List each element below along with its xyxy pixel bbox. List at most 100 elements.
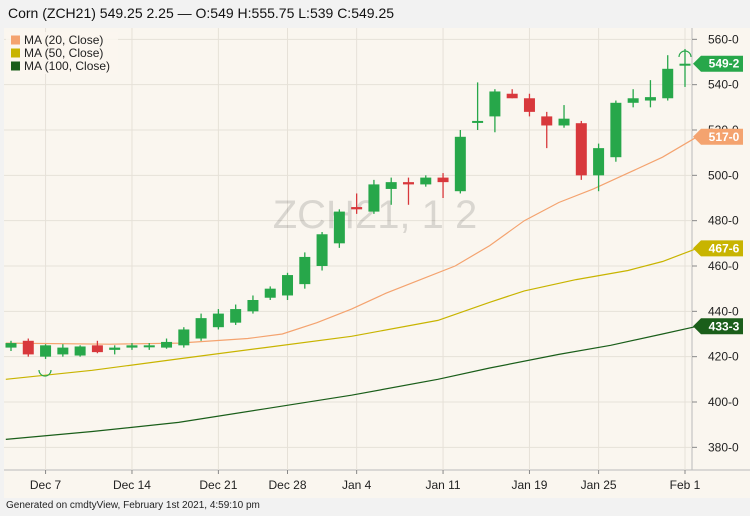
x-tick-label: Dec 14 bbox=[113, 478, 151, 492]
y-tick-label: 460-0 bbox=[708, 259, 739, 273]
candle-body bbox=[644, 97, 656, 101]
chart-title: Corn (ZCH21) 549.25 2.25 — O:549 H:555.7… bbox=[8, 5, 395, 21]
candle-body bbox=[610, 102, 622, 158]
y-tick-label: 420-0 bbox=[708, 350, 739, 364]
legend-label: MA (20, Close) bbox=[24, 33, 103, 47]
badge-label: 549-2 bbox=[709, 57, 740, 71]
candle bbox=[627, 89, 639, 108]
value-badge: 467-6 bbox=[693, 240, 743, 257]
candle bbox=[385, 177, 397, 205]
y-tick-label: 540-0 bbox=[708, 78, 739, 92]
candle-body bbox=[126, 345, 138, 348]
candle-body bbox=[247, 300, 259, 312]
legend-label: MA (100, Close) bbox=[24, 59, 110, 73]
legend-item: MA (20, Close) bbox=[11, 33, 103, 47]
candle bbox=[506, 89, 518, 99]
candle bbox=[143, 343, 155, 350]
candle-body bbox=[161, 341, 173, 348]
badge-shape bbox=[693, 318, 743, 335]
candle-body bbox=[5, 343, 17, 348]
candle-body bbox=[143, 345, 155, 348]
candle-body bbox=[195, 318, 207, 339]
candle bbox=[74, 345, 86, 357]
x-tick-label: Feb 1 bbox=[670, 478, 701, 492]
candle bbox=[282, 272, 294, 300]
candle-body bbox=[282, 275, 294, 296]
candle-body bbox=[402, 182, 414, 185]
candle-body bbox=[40, 345, 52, 357]
candle bbox=[368, 179, 380, 214]
candle-body bbox=[333, 211, 345, 244]
candle-body bbox=[22, 340, 34, 355]
candle bbox=[247, 295, 259, 314]
candle-body bbox=[420, 177, 432, 185]
candle bbox=[212, 309, 224, 330]
x-tick-label: Jan 25 bbox=[581, 478, 617, 492]
candles bbox=[5, 48, 691, 359]
candle bbox=[610, 100, 622, 162]
candle-body bbox=[506, 93, 518, 99]
candle-body bbox=[437, 177, 449, 183]
legend-swatch bbox=[11, 35, 20, 45]
generated-note: Generated on cmdtyView, February 1st 202… bbox=[6, 500, 260, 511]
badge-label: 517-0 bbox=[709, 130, 740, 144]
candle bbox=[541, 111, 553, 149]
candle bbox=[558, 105, 570, 128]
candle bbox=[679, 48, 691, 87]
legend-swatch bbox=[11, 48, 20, 58]
candle-body bbox=[264, 288, 276, 298]
badge-shape bbox=[693, 55, 743, 72]
candle bbox=[22, 338, 34, 357]
candle-body bbox=[299, 256, 311, 285]
candle-body bbox=[109, 347, 121, 350]
high-marker-arc bbox=[678, 50, 692, 58]
candle bbox=[109, 345, 121, 355]
candle-body bbox=[178, 329, 190, 346]
ma-20-line bbox=[5, 136, 698, 345]
candle-body bbox=[558, 118, 570, 126]
candle bbox=[178, 327, 190, 348]
y-tick-label: 380-0 bbox=[708, 440, 739, 454]
candle bbox=[644, 80, 656, 108]
badge-label: 467-6 bbox=[709, 241, 740, 255]
legend-background bbox=[6, 32, 118, 74]
candle bbox=[662, 55, 674, 101]
y-tick-label: 560-0 bbox=[708, 32, 739, 46]
candle bbox=[593, 143, 605, 192]
legend-item: MA (100, Close) bbox=[11, 59, 110, 73]
candle-body bbox=[74, 346, 86, 356]
candle-body bbox=[627, 98, 639, 103]
legend-item: MA (50, Close) bbox=[11, 46, 103, 60]
last-value-badges: 549-2 517-0 467-6 433-3 bbox=[693, 55, 743, 335]
candle-body bbox=[385, 182, 397, 189]
candle-body bbox=[662, 68, 674, 99]
candle bbox=[437, 173, 449, 198]
candle bbox=[126, 343, 138, 350]
candle-body bbox=[212, 313, 224, 328]
legend-swatch bbox=[11, 61, 20, 71]
candle bbox=[264, 286, 276, 300]
value-badge: 517-0 bbox=[693, 128, 743, 145]
y-tick-label: 480-0 bbox=[708, 214, 739, 228]
candle-body bbox=[523, 98, 535, 112]
candle bbox=[91, 340, 103, 354]
candle bbox=[402, 177, 414, 205]
legend-label: MA (50, Close) bbox=[24, 46, 103, 60]
moving-average-lines bbox=[5, 136, 698, 440]
candle bbox=[5, 340, 17, 351]
x-axis-area bbox=[4, 470, 750, 498]
ma-50-line bbox=[5, 247, 698, 380]
candle-body bbox=[368, 184, 380, 212]
candle bbox=[420, 175, 432, 187]
candle bbox=[489, 89, 501, 133]
legend: MA (20, Close)MA (50, Close)MA (100, Clo… bbox=[6, 32, 118, 74]
candle bbox=[230, 304, 242, 325]
candle-body bbox=[230, 309, 242, 323]
candle-body bbox=[679, 63, 691, 66]
chart-header: Corn (ZCH21) 549.25 2.25 — O:549 H:555.7… bbox=[0, 0, 750, 28]
x-tick-label: Jan 19 bbox=[511, 478, 547, 492]
candle bbox=[351, 193, 363, 214]
candle-body bbox=[593, 148, 605, 176]
candle-body bbox=[57, 347, 69, 355]
candle bbox=[57, 344, 69, 357]
